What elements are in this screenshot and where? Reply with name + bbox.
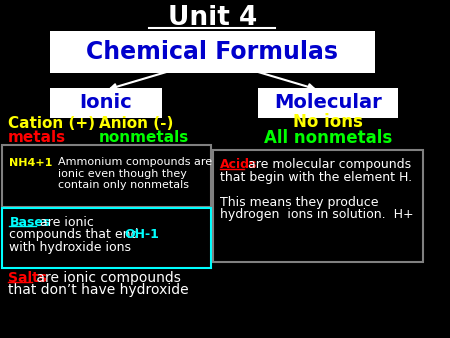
Text: OH-1: OH-1 [125,228,159,241]
FancyBboxPatch shape [2,145,212,207]
FancyBboxPatch shape [213,150,423,262]
Text: hydrogen  ions in solution.  H+: hydrogen ions in solution. H+ [220,208,414,221]
FancyBboxPatch shape [50,88,162,118]
Text: Ammonium compounds are
ionic even though they
contain only nonmetals: Ammonium compounds are ionic even though… [58,157,212,190]
Text: NH4+1: NH4+1 [9,158,53,168]
Text: Cation (+): Cation (+) [8,117,95,131]
Text: that don’t have hydroxide: that don’t have hydroxide [8,283,188,297]
FancyBboxPatch shape [50,31,374,73]
Text: Acids: Acids [220,158,257,171]
Text: with hydroxide ions: with hydroxide ions [9,241,131,254]
Text: compounds that end: compounds that end [9,228,147,241]
Text: nonmetals: nonmetals [99,130,189,145]
Text: are molecular compounds: are molecular compounds [244,158,411,171]
Text: Anion (-): Anion (-) [99,117,173,131]
Text: Salts: Salts [8,271,46,285]
Text: No ions: No ions [293,113,363,131]
Text: Molecular: Molecular [274,94,382,113]
Text: that begin with the element H.: that begin with the element H. [220,171,412,184]
Text: are ionic compounds: are ionic compounds [32,271,181,285]
Text: metals: metals [8,130,66,145]
Text: Bases: Bases [9,216,51,229]
Text: Unit 4: Unit 4 [168,5,257,31]
Text: This means they produce: This means they produce [220,196,378,209]
Text: are ionic: are ionic [36,216,94,229]
Text: Ionic: Ionic [79,94,132,113]
FancyBboxPatch shape [2,208,212,268]
Text: Chemical Formulas: Chemical Formulas [86,40,338,64]
Text: All nonmetals: All nonmetals [264,129,392,147]
FancyBboxPatch shape [257,88,398,118]
